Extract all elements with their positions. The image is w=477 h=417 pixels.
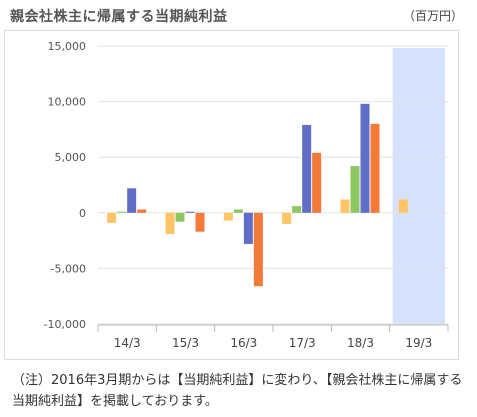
- chart-frame: [4, 30, 459, 360]
- x-tick-label: 15/3: [172, 336, 199, 350]
- bar: [312, 152, 322, 213]
- bar: [370, 123, 380, 213]
- bar: [185, 211, 195, 213]
- bar: [302, 124, 312, 213]
- bar: [127, 188, 137, 213]
- y-tick-label: 0: [79, 207, 86, 220]
- bar: [350, 166, 360, 213]
- x-tick-label: 14/3: [114, 336, 141, 350]
- bar: [117, 211, 127, 213]
- bar: [165, 212, 175, 234]
- highlight-band: [392, 48, 445, 324]
- bar: [233, 209, 243, 213]
- y-tick-label: -10,000: [44, 318, 86, 331]
- x-tick-label: 18/3: [347, 336, 374, 350]
- y-tick-label: 5,000: [55, 151, 87, 164]
- x-tick-label: 17/3: [289, 336, 316, 350]
- bar: [137, 209, 147, 213]
- x-tick-label: 19/3: [405, 336, 432, 350]
- bar-chart: 15,000 10,000 5,000 0 -5,000 -10,000 14/3 15/3 1…: [44, 40, 449, 350]
- chart-title: 親会社株主に帰属する当期純利益: [10, 9, 228, 25]
- bar: [398, 199, 408, 213]
- bar: [223, 212, 233, 221]
- y-tick-label: 10,000: [48, 96, 87, 109]
- bar: [360, 103, 370, 213]
- bar: [195, 212, 205, 232]
- bar: [175, 212, 185, 222]
- bar: [292, 206, 302, 213]
- y-tick-label: -5,000: [51, 262, 86, 275]
- unit-label: （百万円）: [402, 9, 463, 23]
- bar: [340, 199, 350, 213]
- y-tick-label: 15,000: [48, 40, 87, 53]
- bar: [253, 212, 263, 287]
- bar: [107, 212, 117, 223]
- bar: [243, 212, 253, 244]
- footnote: （注）2016年3月期からは【当期純利益】に変わり、【親会社株主に帰属する当期純…: [12, 373, 463, 409]
- x-tick-label: 16/3: [230, 336, 257, 350]
- bar: [282, 212, 292, 224]
